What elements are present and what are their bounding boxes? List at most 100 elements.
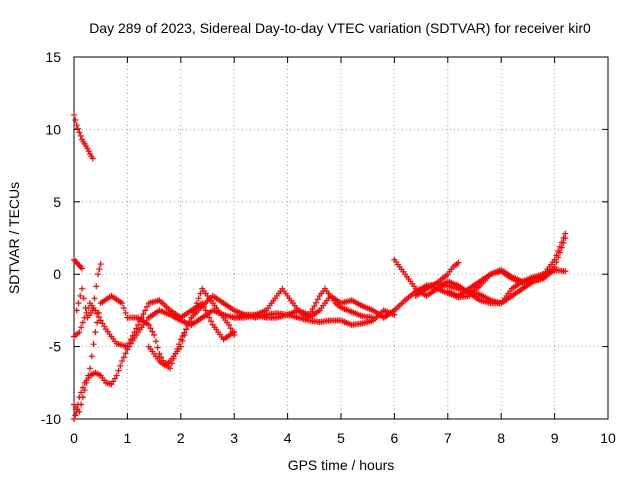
x-tick-label: 8: [497, 430, 505, 446]
data-point: [72, 116, 79, 123]
data-point: [77, 292, 84, 299]
data-point: [172, 350, 179, 357]
series-track-n: [444, 266, 558, 299]
data-point: [93, 283, 100, 290]
data-point: [94, 319, 101, 326]
data-point: [140, 311, 147, 318]
x-tick-label: 4: [284, 430, 292, 446]
data-point: [555, 248, 562, 255]
data-point: [76, 408, 83, 415]
data-point: [119, 358, 126, 365]
data-point: [89, 155, 96, 162]
data-point: [79, 265, 86, 272]
x-tick-label: 7: [444, 430, 452, 446]
y-tick-label: -5: [49, 339, 62, 355]
series-track-f: [73, 261, 104, 321]
data-point: [197, 290, 204, 297]
data-point: [79, 319, 86, 326]
data-point: [190, 309, 197, 316]
axis-ticks: [73, 56, 609, 420]
data-point: [79, 394, 86, 401]
data-point: [179, 332, 186, 339]
data-point: [195, 295, 202, 302]
data-point: [95, 271, 102, 278]
data-point: [208, 318, 215, 325]
data-point: [115, 367, 122, 374]
data-point: [560, 235, 567, 241]
data-point: [80, 295, 87, 302]
data-point: [188, 314, 195, 321]
data-point: [177, 336, 184, 343]
data-point: [113, 372, 120, 379]
data-point: [455, 259, 462, 266]
series-track-a: [71, 111, 96, 162]
data-point: [90, 341, 97, 348]
y-tick-label: 10: [45, 121, 61, 137]
data-point: [76, 329, 83, 336]
series-track-m: [423, 230, 569, 301]
data-point: [75, 300, 82, 307]
data-point: [167, 365, 174, 372]
data-point: [227, 325, 234, 332]
data-point: [76, 129, 83, 136]
data-point: [89, 307, 96, 314]
y-tick-label: 0: [53, 266, 61, 282]
data-point: [87, 365, 94, 372]
data-point: [181, 329, 188, 336]
data-point: [91, 295, 98, 302]
x-tick-label: 2: [177, 430, 185, 446]
data-point: [225, 321, 232, 328]
data-point: [122, 350, 129, 357]
series-track-i: [284, 285, 377, 321]
data-point: [78, 401, 85, 408]
data-point: [81, 387, 88, 394]
data-point: [78, 324, 85, 331]
data-point: [149, 328, 156, 335]
data-point: [229, 328, 236, 335]
data-point: [184, 322, 191, 329]
data-point: [231, 332, 238, 339]
data-point: [183, 326, 190, 333]
data-point: [151, 332, 158, 339]
grid: [74, 57, 608, 419]
data-point: [311, 303, 318, 310]
data-point: [82, 304, 89, 311]
data-point: [79, 285, 86, 292]
data-point: [71, 111, 77, 118]
data-point: [156, 350, 163, 357]
data-point: [77, 132, 84, 139]
y-tick-label: 5: [53, 194, 61, 210]
data-point: [158, 354, 165, 361]
data-point: [75, 125, 82, 132]
data-point: [562, 268, 569, 275]
x-tick-labels: 0 1 2 3 4 5 6 7 8 9 10: [70, 430, 616, 446]
data-points: [71, 111, 569, 422]
data-point: [92, 329, 99, 336]
x-tick-label: 3: [230, 430, 238, 446]
x-tick-label: 10: [600, 430, 616, 446]
x-axis-label: GPS time / hours: [288, 457, 395, 473]
x-tick-label: 0: [70, 430, 78, 446]
data-point: [122, 309, 129, 316]
data-point: [96, 266, 103, 273]
data-point: [135, 321, 142, 328]
data-point: [186, 318, 193, 325]
data-point: [176, 341, 183, 348]
data-point: [119, 300, 126, 307]
data-point: [145, 321, 152, 328]
data-point: [143, 303, 150, 310]
data-point: [71, 416, 77, 422]
y-tick-labels: -10 -5 0 5 10 15: [41, 49, 61, 427]
data-point: [78, 389, 85, 396]
x-tick-label: 1: [124, 430, 132, 446]
data-point: [85, 372, 92, 379]
series-track-b: [71, 256, 86, 272]
data-point: [152, 338, 159, 345]
data-point: [313, 299, 320, 306]
chart-title: Day 289 of 2023, Sidereal Day-to-day VTE…: [89, 20, 591, 36]
data-point: [72, 412, 79, 419]
data-point: [120, 354, 127, 361]
data-point: [154, 344, 161, 351]
y-tick-label: 15: [45, 49, 61, 65]
